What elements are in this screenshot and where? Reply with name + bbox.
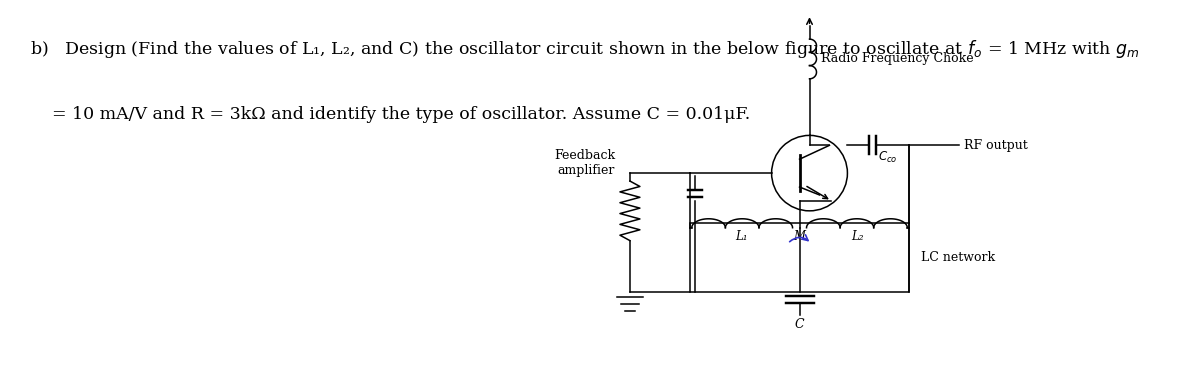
Text: C: C: [794, 318, 804, 331]
Text: RF output: RF output: [964, 139, 1028, 152]
Text: = 10 mA/V and R = 3kΩ and identify the type of oscillator. Assume C = 0.01μF.: = 10 mA/V and R = 3kΩ and identify the t…: [30, 106, 750, 123]
Text: L₁: L₁: [734, 230, 748, 243]
Text: $C_{co}$: $C_{co}$: [878, 150, 898, 166]
Text: L₂: L₂: [852, 230, 864, 243]
Bar: [690, 223, 910, 292]
Text: Radio Frequency Choke: Radio Frequency Choke: [822, 53, 974, 65]
Text: b)   Design (Find the values of L₁, L₂, and C) the oscillator circuit shown in t: b) Design (Find the values of L₁, L₂, an…: [30, 38, 1140, 60]
Text: Feedback
amplifier: Feedback amplifier: [554, 149, 614, 177]
Text: LC network: LC network: [922, 251, 995, 264]
Text: M: M: [793, 230, 805, 243]
